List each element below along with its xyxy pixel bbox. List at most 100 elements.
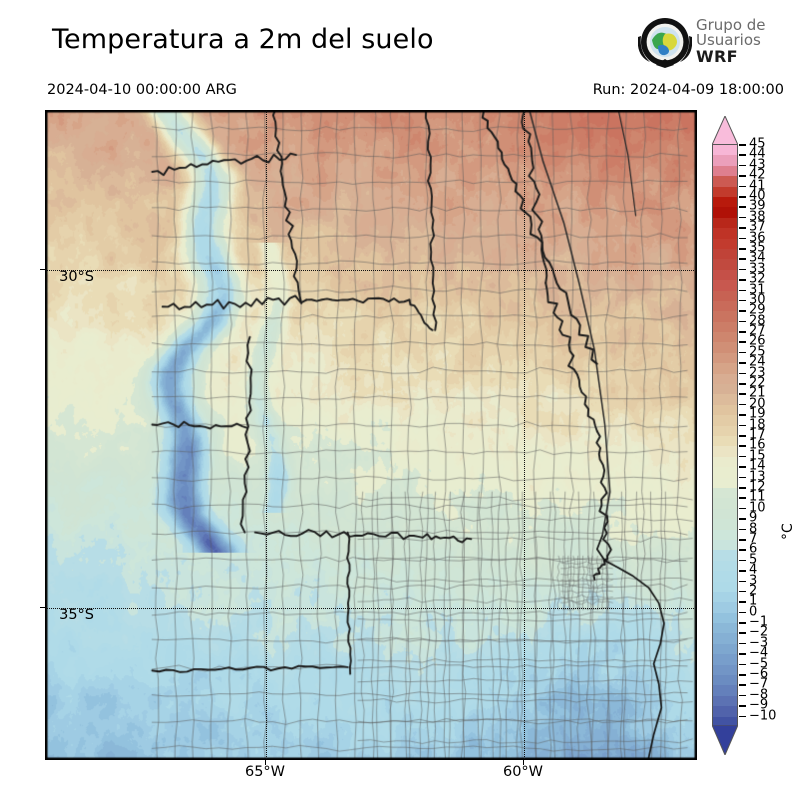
colorbar-tick-label: 33 [749, 261, 766, 277]
colorbar-tick [739, 642, 746, 645]
colorbar-tick [739, 518, 746, 520]
colorbar-tick-label: −4 [749, 645, 769, 661]
colorbar-segment [713, 290, 737, 302]
colorbar-tick [739, 580, 746, 583]
colorbar-under-arrow [712, 725, 738, 755]
colorbar-tick-label: 40 [749, 188, 766, 204]
colorbar-tick [739, 466, 746, 468]
colorbar-segment [713, 560, 737, 572]
colorbar-tick-label: 14 [749, 458, 766, 474]
colorbar-tick [739, 372, 746, 375]
colorbar-tick-label: 32 [749, 271, 766, 287]
colorbar-segment [713, 467, 737, 479]
colorbar-segment [713, 633, 737, 645]
colorbar-tick-label: 28 [749, 313, 766, 329]
colorbar-tick-label: 12 [749, 479, 766, 495]
colorbar-tick [739, 320, 746, 323]
colorbar-tick [739, 279, 746, 281]
lon-label-65w: 65°W [244, 764, 286, 780]
lat-label-35s: 35°S [59, 607, 94, 623]
colorbar-tick [739, 486, 746, 489]
colorbar-segment [713, 716, 737, 728]
colorbar-tick-label: 0 [749, 604, 758, 620]
map-plot-area[interactable] [45, 110, 697, 760]
logo-wordmark: Grupo de Usuarios WRF [696, 17, 766, 66]
colorbar-tick-label: 17 [749, 427, 766, 443]
colorbar-tick [739, 549, 746, 551]
colorbar-segment [713, 196, 737, 208]
colorbar-tick-label: −8 [749, 687, 769, 703]
colorbar-segment [713, 321, 737, 333]
colorbar-tick [739, 227, 746, 229]
colorbar-tick-label: 16 [749, 437, 766, 453]
colorbar-tick [739, 341, 746, 344]
colorbar-tick [739, 154, 746, 156]
colorbar-segment [713, 363, 737, 375]
colorbar-tick-label: 7 [749, 531, 758, 547]
colorbar-segment [713, 446, 737, 458]
colorbar-tick [739, 435, 746, 437]
colorbar-tick-label: 20 [749, 396, 766, 412]
colorbar-tick [739, 424, 746, 427]
colorbar-tick-label: 2 [749, 583, 758, 599]
colorbar-segment [713, 300, 737, 312]
colorbar-tick-label: −7 [749, 676, 769, 692]
colorbar-segment [713, 352, 737, 364]
colorbar-tick-label: −9 [749, 697, 769, 713]
colorbar-tick [739, 351, 746, 354]
colorbar-tick-label: −2 [749, 624, 769, 640]
colorbar-tick-label: 35 [749, 240, 766, 256]
colorbar-segment [713, 539, 737, 551]
run-time-label: Run: 2024-04-09 18:00:00 [592, 82, 784, 98]
axis-tick-65w [265, 760, 266, 765]
colorbar-segment [713, 145, 737, 156]
colorbar-segment [713, 248, 737, 260]
colorbar-segment [713, 550, 737, 562]
colorbar-tick-label: 34 [749, 250, 766, 266]
colorbar-tick [739, 476, 746, 479]
colorbar-tick-label: 24 [749, 354, 766, 370]
colorbar-tick [739, 185, 746, 188]
colorbar-tick-label: 19 [749, 406, 766, 422]
colorbar-segment [713, 571, 737, 583]
colorbar-tick [739, 216, 746, 219]
colorbar-segment [713, 581, 737, 593]
colorbar-segment [713, 664, 737, 676]
colorbar-tick-label: 11 [749, 489, 766, 505]
colorbar-tick [739, 559, 746, 562]
colorbar-tick [739, 445, 746, 447]
colorbar-segment [713, 456, 737, 468]
colorbar-segment [713, 176, 737, 188]
colorbar-tick [739, 663, 746, 666]
colorbar-segment [713, 373, 737, 385]
colorbar-segment [713, 342, 737, 354]
colorbar-tick [739, 331, 746, 333]
colorbar-segment [713, 165, 737, 177]
colorbar-tick [739, 195, 746, 198]
colorbar-tick [739, 632, 746, 635]
colorbar-tick-label: −3 [749, 635, 769, 651]
colorbar-tick [739, 393, 746, 396]
colorbar-tick [739, 455, 746, 458]
colorbar-units-label: °C [780, 523, 796, 540]
logo-line-3: WRF [696, 46, 738, 66]
colorbar: °C 45 44 43 42 41 40 39 38 37 36 35 34 33 32 31 30 29 28 2… [708, 108, 800, 768]
colorbar-tick [739, 715, 746, 718]
colorbar-segment [713, 280, 737, 292]
colorbar-tick-label: 1 [749, 593, 758, 609]
logo-line-2: Usuarios [696, 31, 761, 50]
colorbar-tick-label: 6 [749, 541, 758, 557]
colorbar-segment [713, 404, 737, 416]
lat-label-30s: 30°S [59, 269, 94, 285]
colorbar-tick-label: 4 [749, 562, 758, 578]
colorbar-tick [739, 590, 746, 593]
colorbar-tick [739, 611, 746, 614]
colorbar-tick [739, 299, 746, 302]
colorbar-tick [739, 674, 746, 676]
colorbar-segment [713, 695, 737, 707]
colorbar-tick [739, 403, 746, 406]
colorbar-tick-label: −1 [749, 614, 769, 630]
colorbar-tick [739, 268, 746, 271]
colorbar-tick-label: 39 [749, 198, 766, 214]
colorbar-tick [739, 570, 746, 572]
